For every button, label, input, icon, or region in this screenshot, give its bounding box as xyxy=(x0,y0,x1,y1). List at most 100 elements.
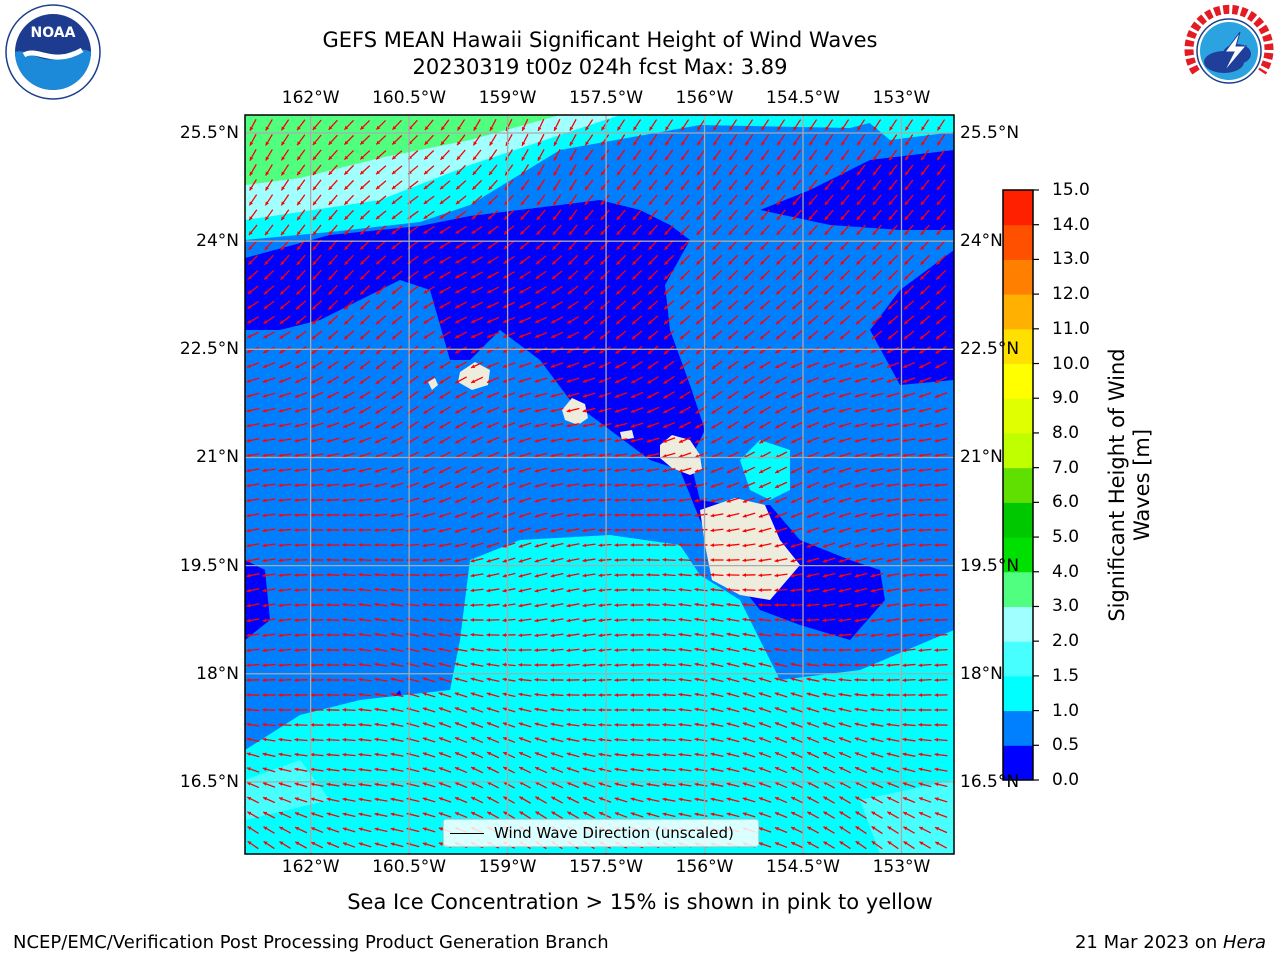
wind-wave-arrow xyxy=(326,737,340,742)
wind-wave-arrow xyxy=(759,300,771,310)
wind-wave-arrow xyxy=(792,134,802,146)
wind-wave-arrow xyxy=(840,194,850,206)
wind-wave-arrow xyxy=(918,767,932,773)
wind-wave-arrow xyxy=(646,452,660,458)
wind-wave-arrow xyxy=(648,134,658,146)
wind-wave-arrow xyxy=(566,528,580,533)
wind-wave-arrow xyxy=(265,119,273,131)
colorbar-label-line2: Waves [m] xyxy=(1130,428,1154,542)
wind-wave-arrow xyxy=(758,767,772,773)
wind-wave-arrow xyxy=(870,678,884,682)
wind-wave-arrow xyxy=(249,179,257,191)
wind-wave-arrow xyxy=(423,390,435,400)
wind-wave-arrow xyxy=(566,633,580,638)
wind-wave-arrow xyxy=(422,827,436,833)
wind-wave-arrow xyxy=(870,603,884,608)
wind-wave-arrow xyxy=(294,678,308,683)
wind-wave-arrow xyxy=(502,527,516,533)
wind-wave-arrow xyxy=(710,677,724,683)
wind-wave-arrow xyxy=(824,194,834,206)
wind-wave-arrow xyxy=(742,662,756,668)
wind-wave-arrow xyxy=(838,377,852,383)
wind-wave-arrow xyxy=(374,812,388,817)
wind-wave-arrow xyxy=(759,315,771,325)
wind-wave-arrow xyxy=(920,224,930,236)
wind-wave-arrow xyxy=(246,528,260,533)
wind-wave-arrow xyxy=(391,135,403,145)
wind-wave-arrow xyxy=(887,254,899,266)
wind-wave-arrow xyxy=(630,812,644,818)
wind-wave-arrow xyxy=(502,377,516,383)
wind-wave-arrow xyxy=(550,527,564,533)
wind-wave-arrow xyxy=(310,722,324,727)
wind-wave-arrow xyxy=(486,766,500,774)
wind-wave-arrow xyxy=(616,179,626,191)
wind-wave-arrow xyxy=(343,299,355,311)
wind-wave-arrow xyxy=(886,633,900,638)
wind-wave-arrow xyxy=(247,316,259,324)
wind-wave-arrow xyxy=(806,361,820,369)
wind-wave-arrow xyxy=(726,677,740,683)
wind-wave-arrow xyxy=(470,707,484,713)
wind-wave-arrow xyxy=(278,752,292,757)
wind-wave-arrow xyxy=(489,134,497,146)
wind-wave-arrow xyxy=(710,782,724,787)
wind-wave-arrow xyxy=(710,692,724,698)
wind-wave-arrow xyxy=(934,826,948,834)
wind-wave-arrow xyxy=(728,194,738,206)
wind-wave-arrow xyxy=(838,587,852,593)
wind-wave-arrow xyxy=(550,453,564,458)
wind-wave-arrow xyxy=(454,436,468,444)
wind-wave-arrow xyxy=(422,707,436,713)
wind-wave-arrow xyxy=(569,133,577,147)
wind-wave-arrow xyxy=(342,632,356,637)
wind-wave-arrow xyxy=(936,224,946,236)
wind-wave-arrow xyxy=(742,573,756,578)
wind-wave-arrow xyxy=(374,617,388,622)
wind-wave-arrow xyxy=(598,648,612,653)
wind-wave-arrow xyxy=(454,331,468,339)
wind-wave-arrow xyxy=(919,841,931,849)
wind-wave-arrow xyxy=(423,285,435,295)
wind-wave-arrow xyxy=(824,239,834,251)
wind-wave-arrow xyxy=(662,406,676,414)
wind-wave-arrow xyxy=(423,330,435,340)
wind-wave-arrow xyxy=(422,512,436,518)
colorbar-swatch xyxy=(1003,224,1033,260)
wind-wave-arrow xyxy=(807,285,819,295)
wind-wave-arrow xyxy=(870,648,884,653)
wind-wave-arrow xyxy=(280,194,290,206)
wind-wave-arrow xyxy=(391,315,403,325)
wind-wave-arrow xyxy=(790,707,804,713)
wind-wave-arrow xyxy=(473,119,481,131)
wind-wave-arrow xyxy=(278,528,292,533)
wind-wave-arrow xyxy=(310,618,324,622)
wind-wave-arrow xyxy=(566,392,580,398)
wind-wave-arrow xyxy=(887,315,899,325)
wind-wave-arrow xyxy=(518,301,532,309)
wind-wave-arrow xyxy=(438,752,452,758)
wind-wave-arrow xyxy=(438,782,452,788)
wind-wave-arrow xyxy=(326,528,340,532)
wind-wave-arrow xyxy=(854,722,868,728)
wind-wave-arrow xyxy=(440,134,450,146)
wind-wave-arrow xyxy=(278,811,292,819)
wind-wave-arrow xyxy=(888,179,898,191)
wind-wave-arrow xyxy=(390,812,404,818)
wind-wave-arrow xyxy=(630,782,644,787)
wind-wave-arrow xyxy=(265,149,273,161)
wind-wave-arrow xyxy=(439,316,451,324)
wind-wave-arrow xyxy=(438,737,452,743)
wind-wave-arrow xyxy=(870,468,884,473)
wind-wave-arrow xyxy=(550,437,564,443)
wind-wave-arrow xyxy=(758,797,772,803)
wind-wave-arrow xyxy=(791,315,803,325)
wind-wave-arrow xyxy=(646,617,660,622)
wind-wave-arrow xyxy=(774,841,788,849)
wind-wave-arrow xyxy=(790,466,804,474)
wind-wave-arrow xyxy=(838,692,852,697)
wind-wave-arrow xyxy=(343,164,355,176)
wind-wave-arrow xyxy=(390,572,404,577)
wind-wave-arrow xyxy=(519,270,531,280)
wind-wave-arrow xyxy=(838,512,852,518)
